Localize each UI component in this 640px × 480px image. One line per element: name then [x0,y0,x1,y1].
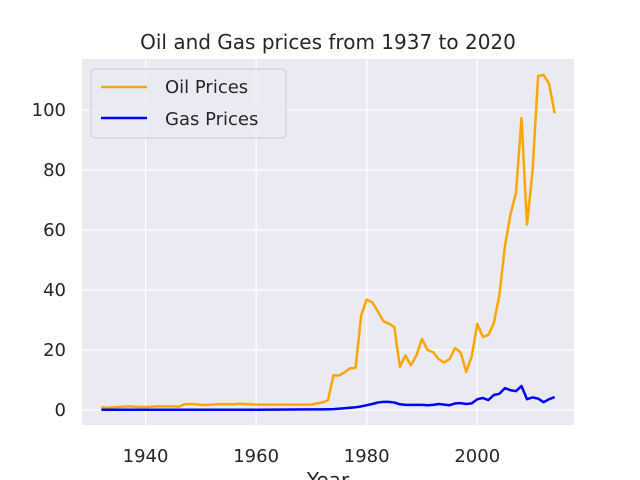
y-tick-label: 80 [43,160,66,181]
tick-labels: 1940 1960 1980 2000 0 20 40 60 80 100 [32,100,501,467]
series-lines [101,73,556,411]
y-tick-label: 20 [43,340,66,361]
legend-oil-label: Oil Prices [165,77,248,98]
legend-gas-label: Gas Prices [165,109,258,130]
chart-title: Oil and Gas prices from 1937 to 2020 [140,30,516,54]
gridlines [82,59,574,425]
y-tick-label: 0 [55,400,66,421]
legend: Oil Prices Gas Prices [90,68,287,139]
x-tick-label: 1960 [233,446,279,467]
x-tick-label: 2000 [454,446,500,467]
y-tick-label: 40 [43,280,66,301]
x-tick-label: 1940 [123,446,169,467]
x-tick-label: 1980 [344,446,390,467]
y-tick-label: 60 [43,220,66,241]
gas-prices-line [101,384,556,411]
oil-prices-line [101,73,556,410]
y-tick-label: 100 [32,100,66,121]
x-axis-label: Year [306,468,350,480]
